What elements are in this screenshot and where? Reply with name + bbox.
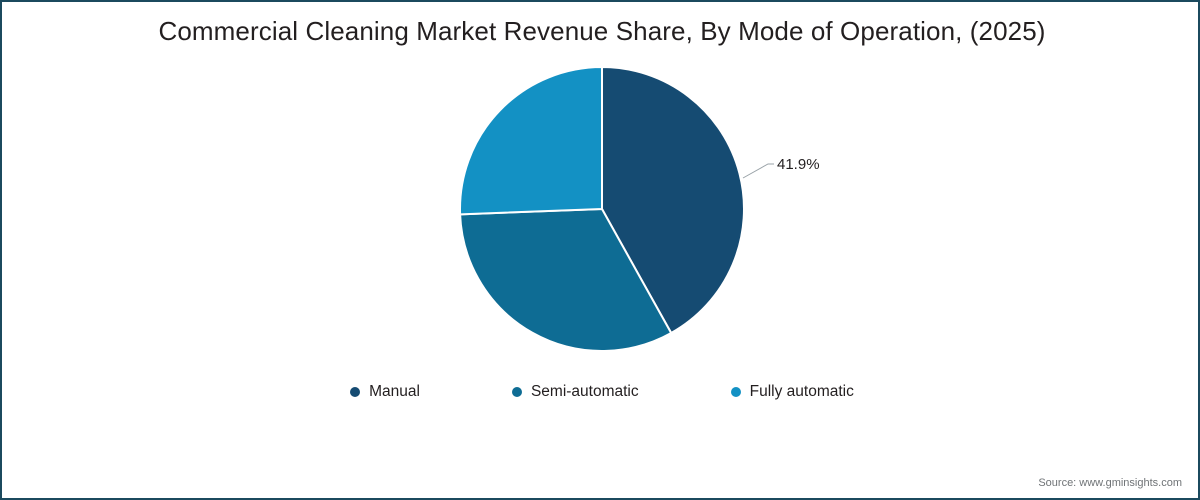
slice-value-label: 41.9% — [777, 156, 820, 173]
pie-slice-group — [459, 66, 745, 352]
legend-item-label: Fully automatic — [749, 383, 854, 400]
legend-item-manual[interactable]: Manual — [350, 383, 420, 401]
legend-swatch-icon — [350, 387, 361, 397]
label-leader-line — [742, 163, 774, 179]
legend-swatch-icon — [730, 387, 741, 397]
source-attribution: Source: www.gminsights.com — [1038, 477, 1182, 489]
legend-item-fully-automatic[interactable]: Fully automatic — [730, 383, 854, 401]
chart-legend: Manual Semi-automatic Fully automatic — [2, 383, 1198, 401]
legend-item-label: Semi-automatic — [530, 383, 639, 400]
pie-slice[interactable] — [601, 66, 745, 334]
pie-chart-area: 41.9% — [2, 2, 1198, 442]
legend-item-label: Manual — [369, 383, 420, 400]
page-title: Commercial Cleaning Market Revenue Share… — [158, 16, 1046, 46]
pie-slice[interactable] — [459, 208, 673, 352]
legend-swatch-icon — [511, 387, 522, 397]
pie-slice[interactable] — [459, 66, 603, 216]
legend-item-semi-automatic[interactable]: Semi-automatic — [511, 383, 639, 401]
pie-chart-svg: 41.9% — [459, 66, 820, 352]
